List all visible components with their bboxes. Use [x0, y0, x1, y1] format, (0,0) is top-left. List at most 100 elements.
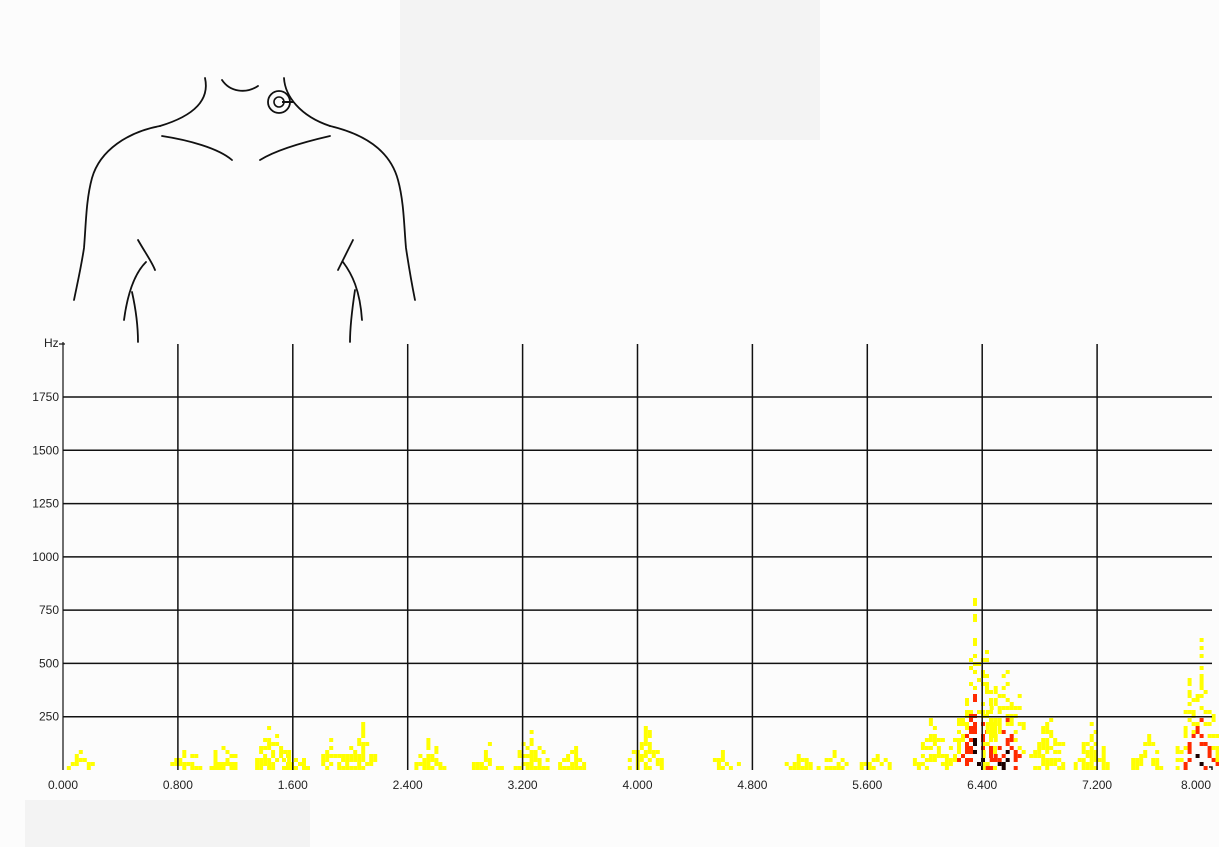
- heat-cell: [321, 762, 326, 766]
- heat-cell: [1013, 730, 1018, 734]
- heat-cell: [471, 762, 476, 766]
- heat-cell: [221, 766, 226, 770]
- heat-cell: [1187, 690, 1192, 694]
- heat-cell: [86, 762, 91, 766]
- heat-cell: [255, 758, 260, 762]
- heat-cell: [325, 758, 330, 762]
- heat-cell: [357, 754, 362, 758]
- x-tick-label: 4.800: [737, 778, 767, 792]
- heat-cell: [1089, 734, 1094, 738]
- heat-cell: [832, 766, 837, 770]
- heat-cell: [178, 758, 183, 762]
- heat-cell: [434, 762, 439, 766]
- heat-cell: [1215, 758, 1219, 762]
- heat-cell: [479, 766, 484, 770]
- heat-cell: [1199, 654, 1204, 658]
- heat-cell: [1211, 734, 1216, 738]
- heat-cell: [985, 742, 990, 746]
- heat-cell: [1081, 746, 1086, 750]
- heat-cell: [1195, 726, 1200, 730]
- heat-cell: [426, 766, 431, 770]
- heat-cell: [186, 762, 191, 766]
- heat-cell: [1199, 678, 1204, 682]
- heat-cell: [989, 750, 993, 754]
- heat-cell: [361, 758, 366, 762]
- heat-cell: [1001, 730, 1006, 734]
- heat-cell: [1195, 730, 1200, 734]
- heat-cell: [1191, 722, 1196, 726]
- heat-cell: [373, 754, 378, 758]
- heat-cell: [985, 730, 990, 734]
- heat-cell: [1199, 718, 1204, 722]
- heat-cell: [225, 762, 230, 766]
- heat-cell: [784, 762, 789, 766]
- heat-cell: [957, 722, 961, 726]
- heat-cell: [981, 670, 985, 674]
- heat-cell: [217, 762, 222, 766]
- heat-cell: [989, 766, 993, 770]
- heat-cell: [513, 766, 518, 770]
- heat-cell: [438, 766, 443, 770]
- heat-cell: [969, 726, 973, 730]
- heat-cell: [1049, 734, 1054, 738]
- heat-cell: [259, 758, 264, 762]
- heat-cell: [438, 762, 443, 766]
- heat-cell: [1199, 666, 1204, 670]
- heat-cell: [1021, 722, 1026, 726]
- heat-cell: [521, 762, 526, 766]
- heat-cell: [973, 742, 977, 746]
- y-tick-label: 250: [39, 710, 59, 724]
- heat-cell: [1017, 754, 1022, 758]
- heat-cell: [217, 766, 222, 770]
- heat-cell: [566, 766, 571, 770]
- heat-cell: [570, 762, 575, 766]
- heat-cell: [529, 742, 534, 746]
- heat-cell: [981, 746, 985, 750]
- heat-cell: [985, 690, 989, 694]
- heat-cell: [1183, 730, 1188, 734]
- heat-cell: [1151, 742, 1156, 746]
- heat-cell: [353, 758, 358, 762]
- heat-cell: [724, 762, 729, 766]
- heat-cell: [1187, 682, 1192, 686]
- heat-cell: [643, 750, 648, 754]
- heat-cell: [418, 762, 423, 766]
- heat-cell: [993, 726, 997, 730]
- heat-cell: [1049, 718, 1054, 722]
- heat-cell: [1061, 762, 1066, 766]
- heat-cell: [981, 750, 986, 754]
- heat-cell: [321, 758, 326, 762]
- heat-cell: [537, 746, 542, 750]
- heat-cell: [1009, 706, 1014, 710]
- heat-cell: [1183, 762, 1188, 766]
- heat-cell: [1215, 750, 1219, 754]
- heat-cell: [965, 750, 969, 754]
- heat-cell: [985, 686, 989, 690]
- heat-cell: [961, 718, 965, 722]
- heat-cell: [957, 742, 961, 746]
- heat-cell: [426, 738, 431, 742]
- heat-cell: [844, 762, 849, 766]
- heat-cell: [932, 726, 937, 730]
- heat-cell: [1057, 742, 1062, 746]
- axis-corner-mark: [1209, 766, 1213, 770]
- heat-cell: [198, 766, 203, 770]
- heat-cell: [957, 730, 961, 734]
- heat-cell: [325, 750, 330, 754]
- heat-cell: [965, 710, 969, 714]
- heat-cell: [190, 762, 195, 766]
- heat-cell: [928, 734, 933, 738]
- y-tick-label: 1000: [32, 550, 59, 564]
- heat-cell: [993, 754, 998, 758]
- heat-cell: [1045, 750, 1050, 754]
- heat-cell: [957, 758, 961, 762]
- heat-cell: [981, 738, 985, 742]
- heat-cell: [1183, 726, 1188, 730]
- heat-cell: [255, 766, 260, 770]
- heat-cell: [924, 746, 929, 750]
- heat-cell: [578, 758, 583, 762]
- heat-cell: [1021, 726, 1026, 730]
- heat-cell: [792, 766, 797, 770]
- heat-cell: [229, 754, 234, 758]
